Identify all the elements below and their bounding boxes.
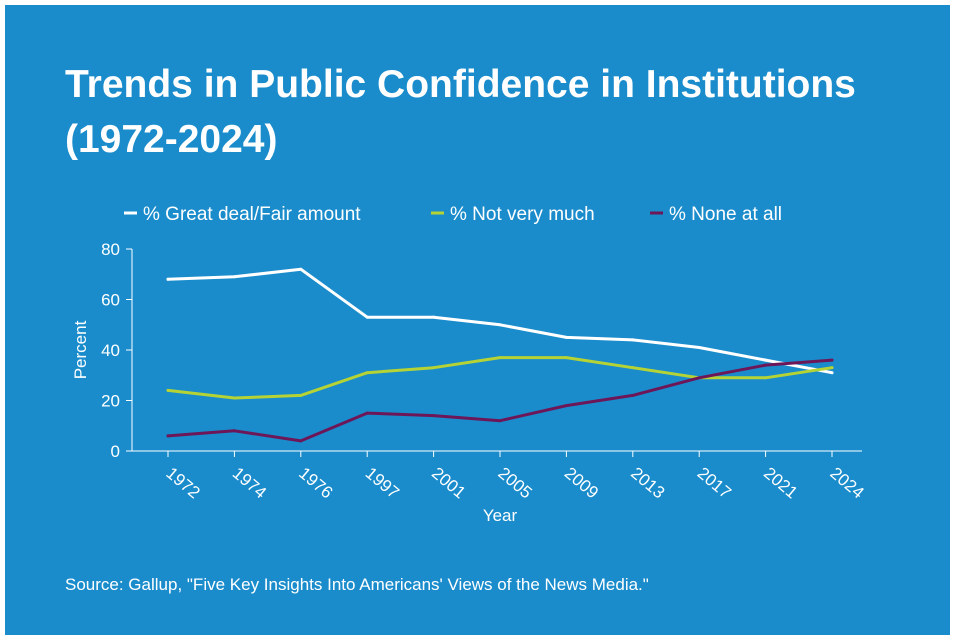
data-point-none-at-all xyxy=(166,434,170,438)
x-tick-label: 2005 xyxy=(494,464,535,503)
data-point-great-deal-fair-amount xyxy=(498,323,502,327)
data-point-none-at-all xyxy=(365,411,369,415)
data-point-not-very-much xyxy=(166,388,170,392)
legend: % Great deal/Fair amount % Not very much%… xyxy=(124,204,782,225)
data-point-great-deal-fair-amount xyxy=(365,315,369,319)
legend-label-not-very-much: % Not very much xyxy=(450,204,595,225)
data-point-none-at-all xyxy=(232,429,236,433)
y-tick-label: 20 xyxy=(101,392,120,411)
data-point-not-very-much xyxy=(365,371,369,375)
y-axis: 0 20 40 60 80 xyxy=(101,240,133,461)
x-axis: 1972 1974 1976 1997 2001 2005 2009 2013 2017 2021… xyxy=(132,450,868,503)
y-tick-label: 0 xyxy=(111,442,120,461)
x-tick-label: 2021 xyxy=(760,464,801,503)
legend-label-great-deal-fair-amount: % Great deal/Fair amount xyxy=(143,204,361,225)
series-line-not-very-much xyxy=(166,356,834,400)
x-tick-label: 1997 xyxy=(362,464,403,503)
chart-panel: Trends in Public Confidence in Instituti… xyxy=(5,5,950,635)
x-tick-label: 2017 xyxy=(694,464,735,503)
x-tick-label: 1974 xyxy=(229,464,270,503)
data-point-great-deal-fair-amount xyxy=(631,338,635,342)
x-tick-label: 1972 xyxy=(162,464,203,503)
x-tick-label: 1976 xyxy=(295,464,336,503)
data-point-none-at-all xyxy=(830,358,834,362)
data-point-not-very-much xyxy=(764,376,768,380)
data-point-none-at-all xyxy=(432,414,436,418)
series-lines xyxy=(166,267,834,443)
data-point-none-at-all xyxy=(764,363,768,367)
x-tick-label: 2001 xyxy=(428,464,469,503)
data-point-not-very-much xyxy=(498,356,502,360)
data-point-great-deal-fair-amount xyxy=(564,335,568,339)
data-point-great-deal-fair-amount xyxy=(299,267,303,271)
data-point-great-deal-fair-amount xyxy=(697,345,701,349)
x-axis-label: Year xyxy=(483,506,518,525)
data-point-none-at-all xyxy=(631,393,635,397)
x-tick-label: 2024 xyxy=(826,464,867,503)
data-point-not-very-much xyxy=(232,396,236,400)
data-point-great-deal-fair-amount xyxy=(432,315,436,319)
data-point-none-at-all xyxy=(564,404,568,408)
x-tick-label: 2009 xyxy=(561,464,602,503)
data-point-not-very-much xyxy=(830,366,834,370)
data-point-not-very-much xyxy=(631,366,635,370)
source-note: Source: Gallup, "Five Key Insights Into … xyxy=(65,575,649,594)
data-point-none-at-all xyxy=(299,439,303,443)
data-point-great-deal-fair-amount xyxy=(764,358,768,362)
data-point-not-very-much xyxy=(432,366,436,370)
y-tick-label: 40 xyxy=(101,341,120,360)
data-point-not-very-much xyxy=(564,356,568,360)
data-point-not-very-much xyxy=(299,393,303,397)
data-point-great-deal-fair-amount xyxy=(830,371,834,375)
data-point-none-at-all xyxy=(498,419,502,423)
data-point-great-deal-fair-amount xyxy=(232,275,236,279)
data-point-none-at-all xyxy=(697,376,701,380)
series-line-none-at-all xyxy=(166,358,834,443)
y-axis-label: Percent xyxy=(71,320,90,379)
y-tick-label: 60 xyxy=(101,291,120,310)
y-tick-label: 80 xyxy=(101,240,120,259)
x-tick-label: 2013 xyxy=(627,464,668,503)
data-point-great-deal-fair-amount xyxy=(166,277,170,281)
chart-title: Trends in Public Confidence in Instituti… xyxy=(65,63,856,161)
legend-label-none-at-all: % None at all xyxy=(669,204,782,225)
